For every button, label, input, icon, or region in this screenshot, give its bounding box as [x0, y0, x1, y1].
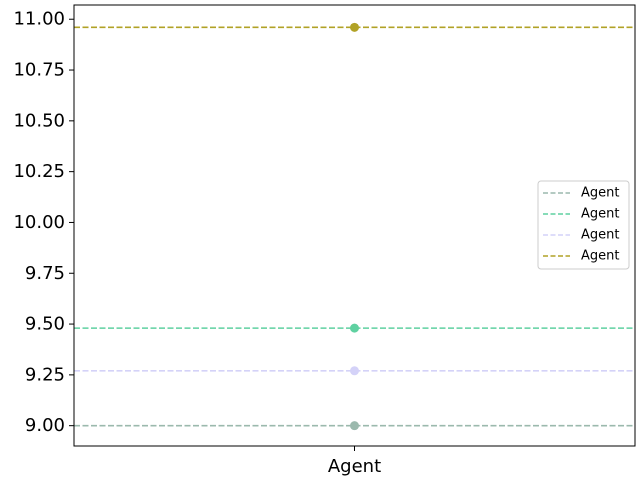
y-tick-label: 10.25	[13, 161, 65, 182]
data-point-4	[350, 22, 359, 32]
series-points	[350, 22, 359, 431]
data-point-3	[350, 366, 359, 376]
y-tick-label: 9.50	[25, 314, 65, 335]
legend-label: Agent	[581, 249, 619, 264]
x-tick-label: Agent	[328, 456, 381, 477]
y-tick-label: 9.25	[25, 364, 65, 385]
legend-item: Agent	[543, 228, 619, 243]
y-tick-label: 11.00	[13, 9, 65, 30]
legend: Agent Agent Agent Agent	[537, 180, 630, 270]
legend-label: Agent	[581, 207, 619, 222]
legend-label: Agent	[581, 228, 619, 243]
y-tick-label: 9.75	[25, 263, 65, 284]
legend-item: Agent	[543, 207, 619, 222]
data-point-1	[350, 421, 359, 431]
legend-label: Agent	[581, 186, 619, 201]
legend-item: Agent	[543, 186, 619, 201]
legend-item: Agent	[543, 249, 619, 264]
y-tick-label: 9.00	[25, 415, 65, 436]
y-tick-label: 10.50	[13, 110, 65, 131]
x-axis-ticks: Agent	[328, 446, 381, 477]
y-tick-label: 10.75	[13, 60, 65, 81]
y-axis-ticks: 9.00 9.25 9.50 9.75 10.00 10.25 10.50 10.75 11.0…	[13, 9, 74, 436]
data-point-2	[350, 323, 359, 333]
y-tick-label: 10.00	[13, 212, 65, 233]
legend-box	[537, 180, 630, 270]
